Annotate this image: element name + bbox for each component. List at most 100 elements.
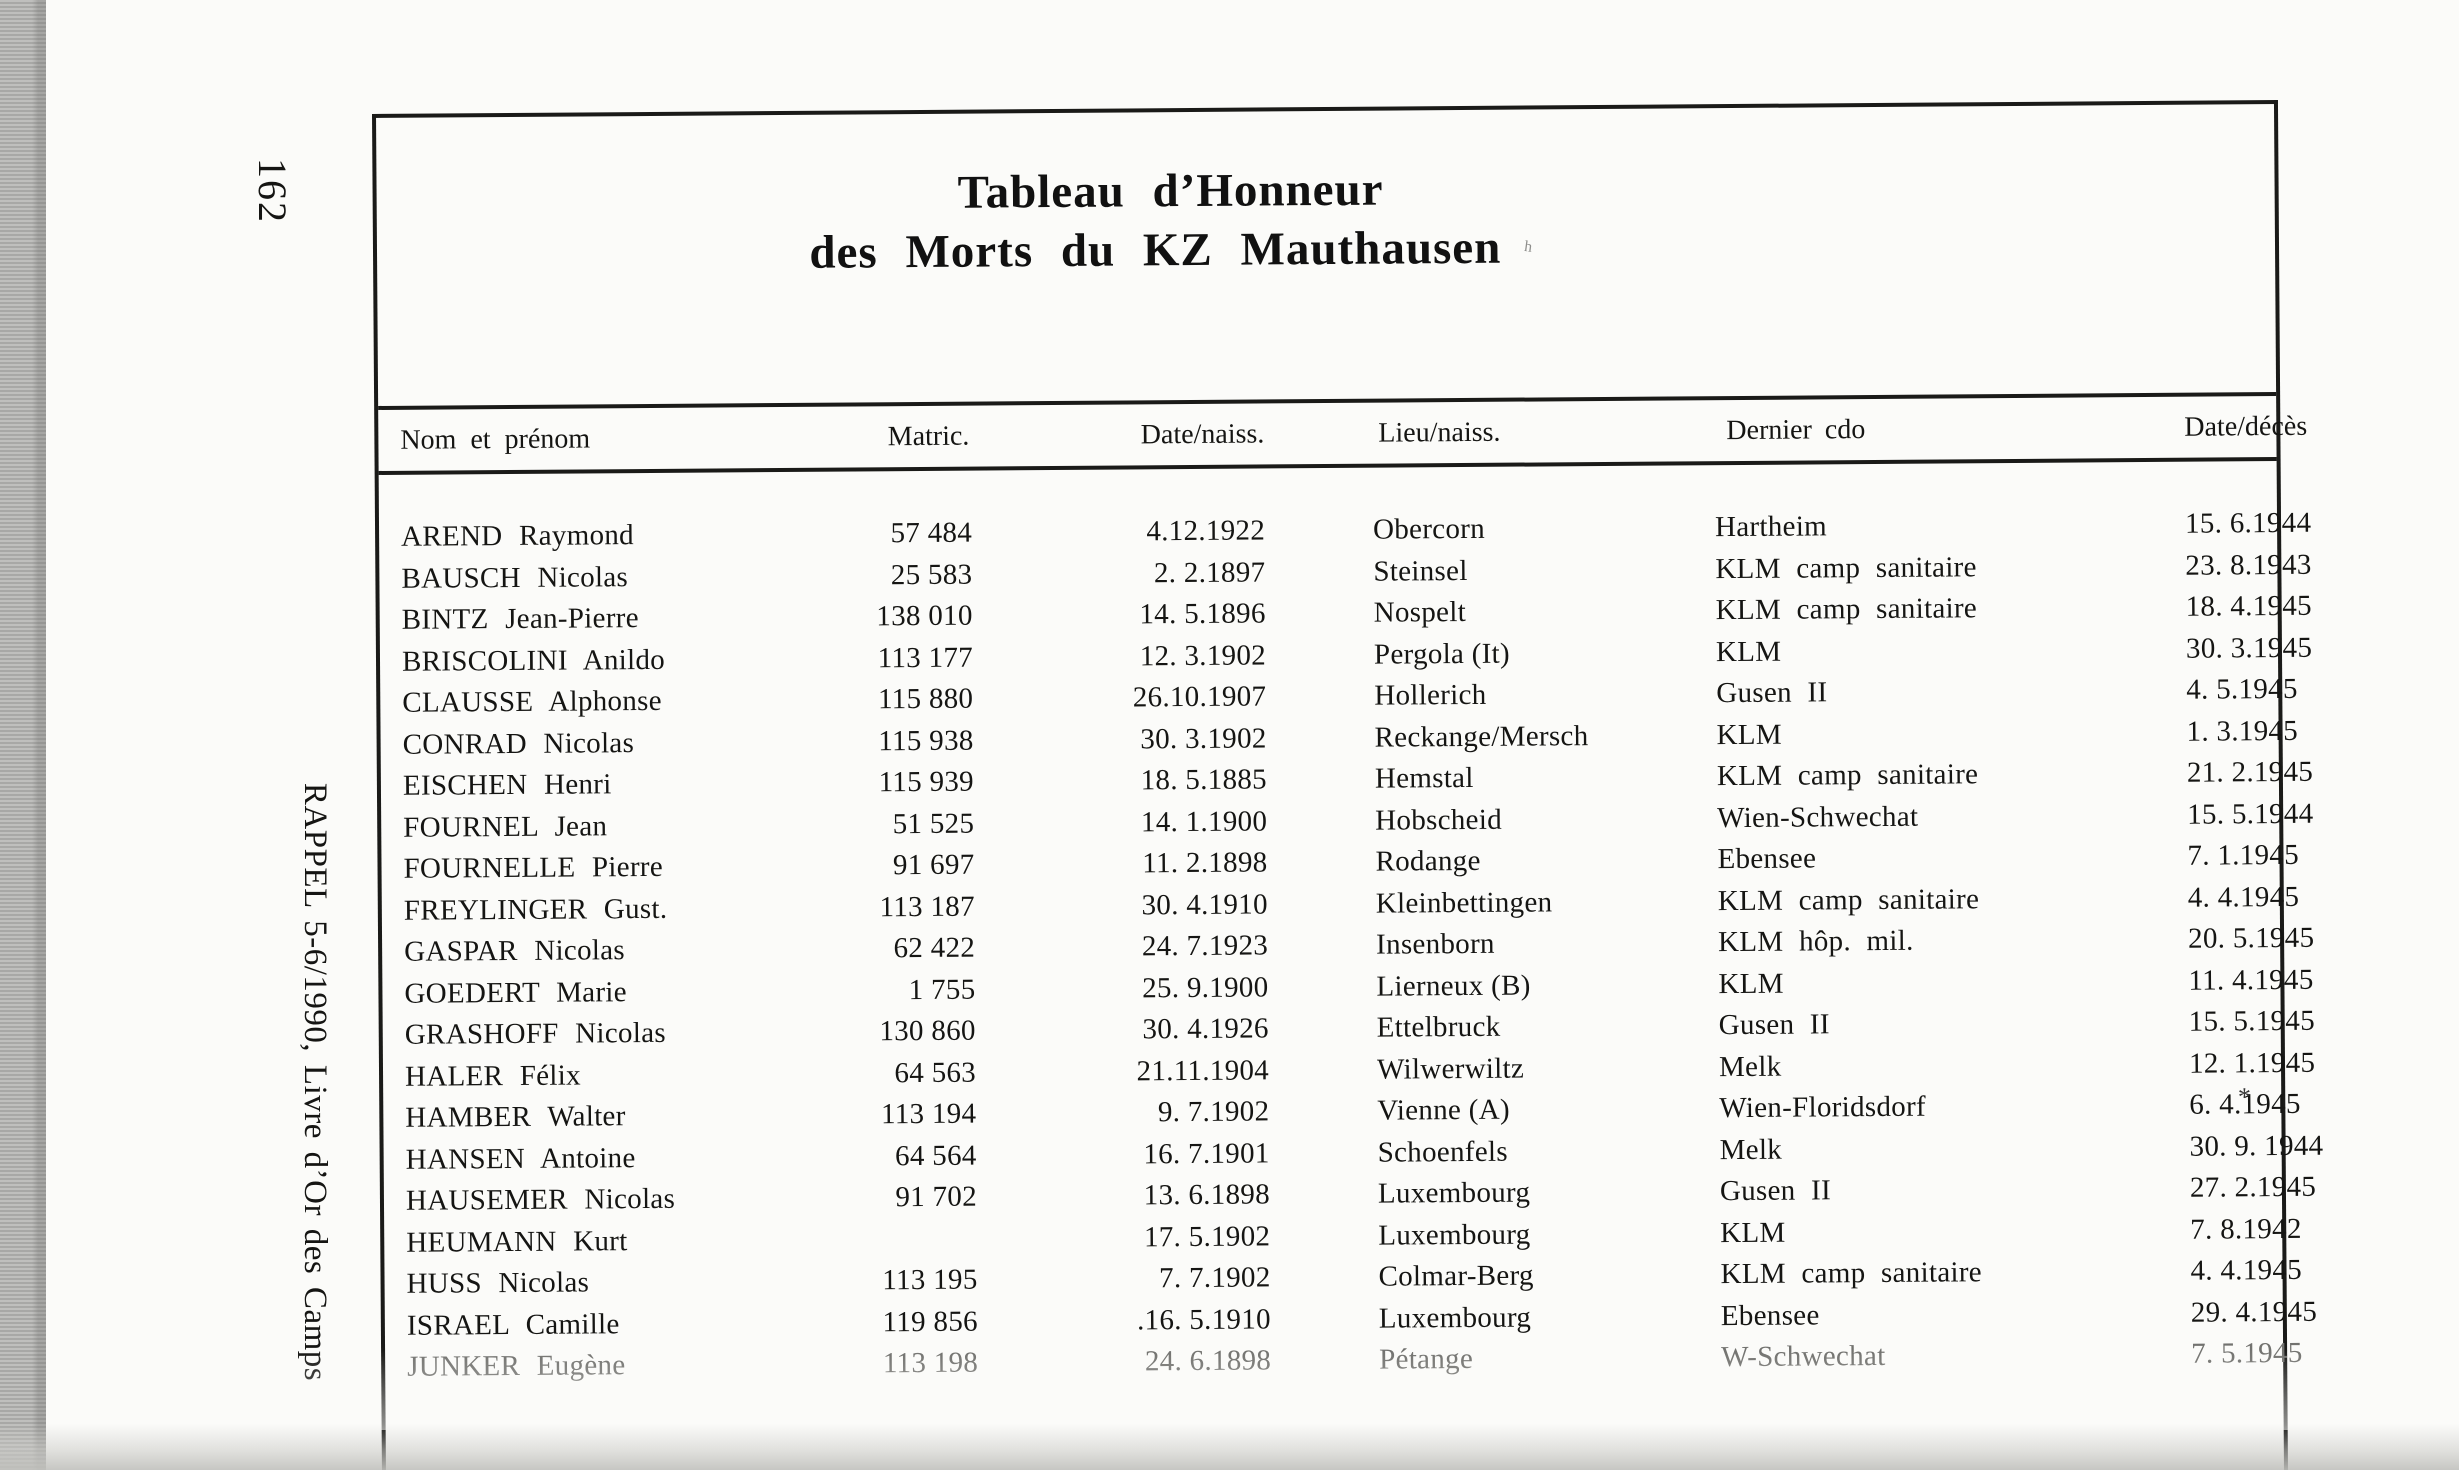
cell-name: GOEDERT Marie: [404, 975, 628, 1010]
cell-spacer: [1269, 1111, 1373, 1112]
cell-name: EISCHEN Henri: [402, 768, 612, 803]
cell-birth-place: Kleinbettingen: [1375, 886, 1553, 920]
cell-birth-date: .16. 5.1910: [1136, 1303, 1271, 1337]
cell-birth-place: Schoenfels: [1377, 1135, 1509, 1169]
cell-name: HANSEN Antoine: [405, 1141, 636, 1176]
cell-death-date: 6. 4.1945 *: [2189, 1082, 2301, 1121]
column-header-matric: Matric.: [887, 420, 970, 452]
cell-last-commando: W-Schwechat: [1721, 1340, 1886, 1374]
column-header-name: Nom et prénom: [400, 422, 591, 456]
cell-spacer: [1270, 1236, 1374, 1237]
cell-matric: 130 860: [879, 1014, 976, 1048]
cell-name: ISRAEL Camille: [406, 1307, 620, 1342]
cell-birth-date: 24. 6.1898: [1144, 1344, 1272, 1378]
cell-birth-date: 14. 5.1896: [1139, 597, 1266, 631]
cell-death-date: 7. 1.1945: [2187, 839, 2300, 872]
cell-last-commando: KLM camp sanitaire: [1720, 1256, 1983, 1291]
cell-matric: 115 938: [878, 724, 974, 758]
cell-last-commando: Melk: [1719, 1133, 1783, 1166]
cell-death-date: 20. 5.1945: [2187, 922, 2315, 955]
cell-birth-place: Colmar-Berg: [1378, 1259, 1534, 1293]
cell-birth-place: Steinsel: [1373, 554, 1468, 588]
cell-death-date: 4. 4.1945: [2187, 880, 2300, 914]
cell-birth-place: Ettelbruck: [1376, 1011, 1501, 1044]
cell-birth-place: Rodange: [1375, 845, 1481, 878]
cell-matric: 64 564: [894, 1139, 977, 1172]
cell-last-commando: Wien-Floridsdorf: [1719, 1090, 1927, 1125]
cell-last-commando: KLM: [1716, 718, 1783, 751]
cell-matric: [862, 1239, 977, 1240]
cell-birth-date: 17. 5.1902: [1143, 1220, 1271, 1254]
cell-death-date: 7. 8.1942: [2190, 1212, 2302, 1246]
cell-birth-place: Obercorn: [1372, 513, 1486, 546]
honor-roll-table: Tableau d’Honneur des Morts du KZ Mautha…: [372, 100, 2324, 1470]
cell-birth-place: Luxembourg: [1377, 1176, 1531, 1210]
cell-name: HUSS Nicolas: [406, 1266, 590, 1301]
cell-matric: 91 702: [895, 1180, 978, 1214]
cell-birth-place: Hollerich: [1374, 679, 1487, 712]
cell-spacer: [1266, 613, 1370, 614]
cell-name: JUNKER Eugène: [407, 1349, 626, 1384]
cell-last-commando: KLM camp sanitaire: [1715, 592, 1978, 627]
cell-birth-date: 2. 2.1897: [1153, 556, 1266, 590]
header-gap: [1264, 433, 1368, 434]
cell-death-date: 30. 9. 1944: [2189, 1129, 2324, 1163]
cell-last-commando: KLM camp sanitaire: [1717, 882, 1980, 917]
cell-matric: 113 198: [882, 1346, 979, 1380]
cell-spacer: [1270, 1194, 1374, 1195]
cell-matric: 64 563: [894, 1056, 977, 1089]
cell-spacer: [1271, 1277, 1375, 1278]
cell-last-commando: Gusen II: [1716, 676, 1828, 710]
cell-last-commando: Gusen II: [1719, 1174, 1832, 1208]
cell-birth-date: 14. 1.1900: [1140, 805, 1268, 839]
cell-spacer: [1267, 779, 1371, 780]
cell-name: BRISCOLINI Anildo: [401, 643, 666, 678]
cell-name: FREYLINGER Gust.: [403, 892, 668, 927]
cell-death-date: 21. 2.1945: [2186, 756, 2314, 789]
cell-matric: 57 484: [890, 516, 973, 550]
cell-death-date: 12. 1.1945: [2188, 1046, 2316, 1080]
column-header-last-commando: Dernier cdo: [1726, 413, 1866, 446]
cell-last-commando: Wien-Schwechat: [1717, 800, 1919, 834]
cell-name: BINTZ Jean-Pierre: [401, 602, 639, 637]
cell-death-date: 1. 3.1945: [2186, 714, 2299, 748]
cell-matric: 115 880: [877, 682, 974, 716]
cell-name: FOURNEL Jean: [403, 810, 608, 844]
cell-last-commando: KLM camp sanitaire: [1716, 758, 1979, 793]
cell-birth-date: 25. 9.1900: [1142, 971, 1269, 1005]
cell-birth-place: Vienne (A): [1377, 1093, 1510, 1127]
cell-birth-place: Reckange/Mersch: [1374, 719, 1589, 754]
cell-matric: 25 583: [890, 558, 973, 591]
cell-matric: 91 697: [892, 848, 975, 882]
cell-last-commando: Ebensee: [1717, 842, 1817, 876]
cell-matric: 138 010: [876, 599, 973, 633]
column-header-death-date: Date/décès: [2184, 410, 2308, 443]
cell-death-date: 23. 8.1943: [2185, 548, 2312, 582]
cell-last-commando: KLM camp sanitaire: [1715, 550, 1977, 585]
cell-birth-place: Hobscheid: [1375, 803, 1503, 837]
cell-birth-place: Pergola (It): [1373, 637, 1511, 671]
cell-matric: 1 755: [908, 973, 976, 1006]
cell-name: HAUSEMER Nicolas: [405, 1183, 676, 1218]
cell-spacer: [1268, 987, 1372, 988]
cell-spacer: [1269, 1070, 1373, 1071]
cell-birth-date: 12. 3.1902: [1139, 639, 1267, 673]
cell-death-date: 11. 4.1945: [2188, 963, 2314, 997]
cell-birth-date: 9. 7.1902: [1157, 1095, 1270, 1129]
table-rows: AREND Raymond 57 484 4.12.1922 Obercorn Hart…: [379, 461, 2324, 1388]
cell-spacer: [1266, 696, 1370, 697]
cell-birth-date: 21.11.1904: [1136, 1054, 1270, 1088]
cell-matric: 115 939: [878, 765, 975, 799]
cell-birth-place: Lierneux (B): [1376, 969, 1531, 1003]
cell-death-date: 30. 3.1945: [2185, 631, 2313, 665]
cell-name: GRASHOFF Nicolas: [404, 1017, 667, 1052]
cell-birth-date: 30. 3.1902: [1140, 722, 1267, 756]
cell-name: HEUMANN Kurt: [406, 1224, 628, 1259]
cell-last-commando: Ebensee: [1720, 1299, 1820, 1332]
cell-name: CLAUSSE Alphonse: [402, 685, 662, 720]
cell-name: CONRAD Nicolas: [402, 726, 635, 761]
cell-matric: 119 856: [882, 1305, 978, 1339]
cell-spacer: [1270, 1153, 1374, 1154]
cell-death-date: 4. 4.1945: [2190, 1254, 2303, 1287]
cell-name: HALER Félix: [404, 1059, 581, 1093]
